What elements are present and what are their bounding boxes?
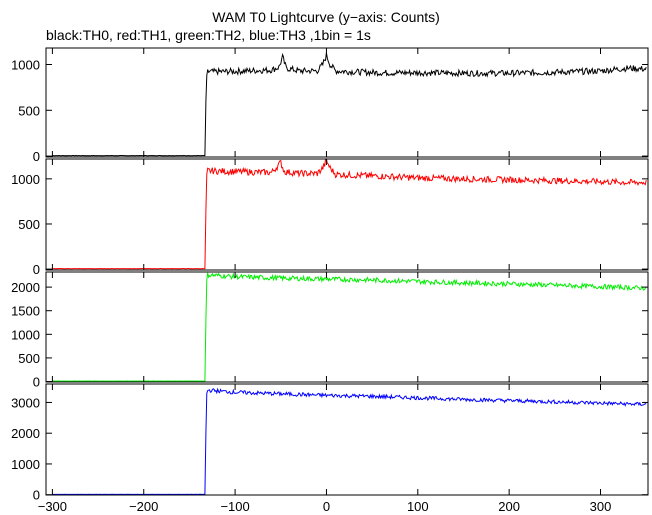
- x-tick-label: −200: [129, 499, 158, 514]
- series-line-th0: [52, 52, 647, 157]
- x-tick-label: −300: [38, 499, 67, 514]
- y-tick-label: 0: [33, 149, 40, 164]
- y-tick-label: 500: [18, 103, 40, 118]
- y-tick-label: 0: [33, 375, 40, 390]
- y-tick-label: 0: [33, 488, 40, 503]
- panel-frame-th3: [45, 383, 649, 496]
- y-tick-label: 500: [18, 351, 40, 366]
- series-line-th2: [52, 272, 647, 382]
- y-tick-label: 3000: [11, 395, 40, 410]
- y-tick-label: 1000: [11, 457, 40, 472]
- chart-subtitle: black:TH0, red:TH1, green:TH2, blue:TH3 …: [46, 27, 371, 43]
- y-tick-label: 500: [18, 217, 40, 232]
- x-tick-label: −100: [220, 499, 249, 514]
- panel-frame-th1: [45, 158, 649, 271]
- x-tick-label: 0: [323, 499, 330, 514]
- y-tick-label: 2000: [11, 426, 40, 441]
- y-tick-label: 1500: [11, 304, 40, 319]
- x-tick-label: 100: [407, 499, 429, 514]
- y-tick-label: 0: [33, 262, 40, 277]
- panel-frame-th2: [45, 271, 649, 383]
- chart-title: WAM T0 Lightcurve (y−axis: Counts): [212, 9, 440, 25]
- series-line-th1: [52, 158, 647, 270]
- y-tick-label: 1000: [11, 327, 40, 342]
- y-tick-label: 1000: [11, 57, 40, 72]
- x-tick-label: 200: [498, 499, 520, 514]
- series-line-th3: [52, 387, 647, 495]
- y-tick-label: 1000: [11, 172, 40, 187]
- x-tick-label: 300: [590, 499, 612, 514]
- y-tick-label: 2000: [11, 280, 40, 295]
- panel-frame-th0: [45, 47, 649, 158]
